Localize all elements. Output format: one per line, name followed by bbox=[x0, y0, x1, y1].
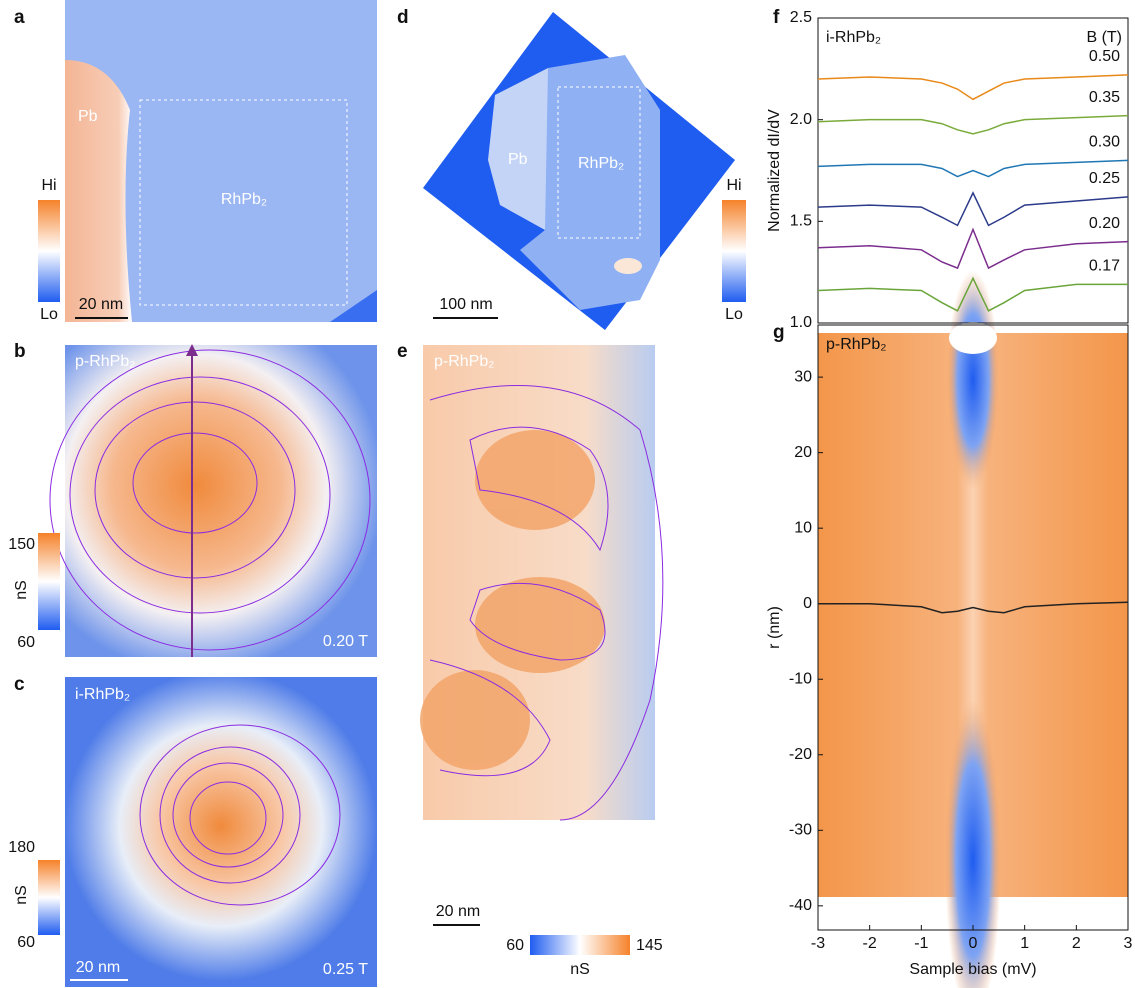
scale-bar-label: 20 nm bbox=[76, 959, 120, 976]
colorbar bbox=[38, 533, 60, 630]
series-label: 0.30 bbox=[1089, 134, 1120, 151]
panel-letter: c bbox=[14, 674, 25, 695]
colorbar-max: 180 bbox=[8, 839, 35, 856]
y-axis-label: r (nm) bbox=[766, 606, 783, 649]
panel-letter: a bbox=[14, 7, 25, 28]
curve bbox=[817, 191, 1129, 227]
corner bbox=[330, 290, 377, 322]
contours bbox=[49, 349, 371, 651]
colorbar bbox=[38, 200, 60, 302]
panel-letter: e bbox=[397, 341, 408, 362]
curve bbox=[817, 276, 1128, 312]
series-label: 0.35 bbox=[1089, 89, 1120, 106]
colorbar-unit: nS bbox=[570, 961, 590, 978]
cluster bbox=[614, 258, 642, 274]
curve bbox=[817, 114, 1129, 135]
colorbar-unit: nS bbox=[13, 580, 30, 600]
vortex-core bbox=[945, 700, 1001, 988]
colorbar-unit: nS bbox=[13, 885, 30, 905]
series-label: 0.17 bbox=[1089, 258, 1120, 275]
contours bbox=[139, 724, 341, 906]
scale-bar-label: 100 nm bbox=[439, 296, 492, 313]
colorbar-min: 60 bbox=[506, 937, 524, 954]
region-label: RhPb₂ bbox=[221, 191, 267, 208]
scale-bar-label: 20 nm bbox=[79, 296, 123, 313]
x-tick-label: -3 bbox=[811, 935, 825, 952]
region-label: RhPb₂ bbox=[578, 155, 624, 172]
panel-label: p-RhPb₂ bbox=[75, 353, 135, 370]
y-tick-label: 1.0 bbox=[790, 314, 812, 331]
heatmap-edge bbox=[949, 322, 997, 354]
colorbar bbox=[530, 935, 630, 955]
x-tick-label: -1 bbox=[914, 935, 928, 952]
axes-frame bbox=[817, 17, 1129, 324]
y-tick-label: 10 bbox=[794, 519, 812, 536]
y-tick-label: 20 bbox=[794, 444, 812, 461]
colorbar-label: Lo bbox=[40, 306, 58, 323]
annotation: i-RhPb₂ bbox=[826, 29, 881, 46]
region-label: Pb bbox=[508, 151, 528, 168]
y-tick-label: 2.5 bbox=[790, 9, 812, 26]
colorbar bbox=[722, 200, 746, 302]
curve bbox=[818, 601, 1129, 614]
y-axis-label: Normalized dI/dV bbox=[766, 109, 783, 232]
rhpb2-island bbox=[520, 55, 660, 310]
x-tick-label: 1 bbox=[1020, 935, 1029, 952]
colorbar bbox=[38, 860, 60, 935]
legend-title: B (T) bbox=[1086, 29, 1122, 46]
colorbar-min: 60 bbox=[17, 934, 35, 951]
y-tick-label: 0 bbox=[803, 595, 812, 612]
y-tick-label: -10 bbox=[789, 670, 812, 687]
y-tick-label: -30 bbox=[789, 822, 812, 839]
pb-region bbox=[65, 60, 132, 322]
series-label: 0.20 bbox=[1089, 215, 1120, 232]
x-tick-label: -2 bbox=[863, 935, 877, 952]
conductance-map bbox=[65, 677, 377, 987]
y-tick-label: 2.0 bbox=[790, 111, 812, 128]
panel-letter: b bbox=[14, 341, 26, 362]
panel-letter: f bbox=[773, 7, 780, 28]
y-tick-label: 30 bbox=[794, 368, 812, 385]
x-tick-label: 3 bbox=[1124, 935, 1133, 952]
colorbar-label: Hi bbox=[726, 177, 741, 194]
vortex-core bbox=[947, 270, 999, 490]
scale-bar-label: 20 nm bbox=[436, 903, 480, 920]
series-label: 0.25 bbox=[1089, 170, 1120, 187]
region-label: Pb bbox=[78, 108, 98, 125]
vortices bbox=[420, 430, 605, 770]
x-tick-label: 2 bbox=[1072, 935, 1081, 952]
panel-letter: d bbox=[397, 7, 409, 28]
annotation: p-RhPb₂ bbox=[826, 336, 886, 353]
x-axis-label: Sample bias (mV) bbox=[909, 961, 1036, 978]
arrow-head bbox=[186, 344, 198, 356]
field-label: 0.20 T bbox=[323, 633, 368, 650]
panel-label: p-RhPb₂ bbox=[434, 353, 494, 370]
y-tick-label: 1.5 bbox=[790, 213, 812, 230]
colorbar-label: Hi bbox=[41, 177, 56, 194]
y-tick-label: -40 bbox=[789, 897, 812, 914]
y-tick-label: -20 bbox=[789, 746, 812, 763]
contours bbox=[429, 384, 664, 821]
box bbox=[139, 99, 348, 306]
x-tick-label: 0 bbox=[969, 935, 978, 952]
field-label: 0.25 T bbox=[323, 961, 368, 978]
curve bbox=[817, 159, 1129, 178]
colorbar-max: 145 bbox=[636, 937, 663, 954]
series-label: 0.50 bbox=[1089, 48, 1120, 65]
colorbar-label: Lo bbox=[725, 306, 743, 323]
curve bbox=[817, 74, 1129, 101]
curve bbox=[817, 227, 1129, 270]
box bbox=[557, 86, 641, 239]
colorbar-min: 60 bbox=[17, 634, 35, 651]
colorbar-max: 150 bbox=[8, 536, 35, 553]
conductance-map bbox=[65, 345, 377, 657]
panel-label: i-RhPb₂ bbox=[75, 686, 130, 703]
panel-letter: g bbox=[773, 322, 785, 343]
